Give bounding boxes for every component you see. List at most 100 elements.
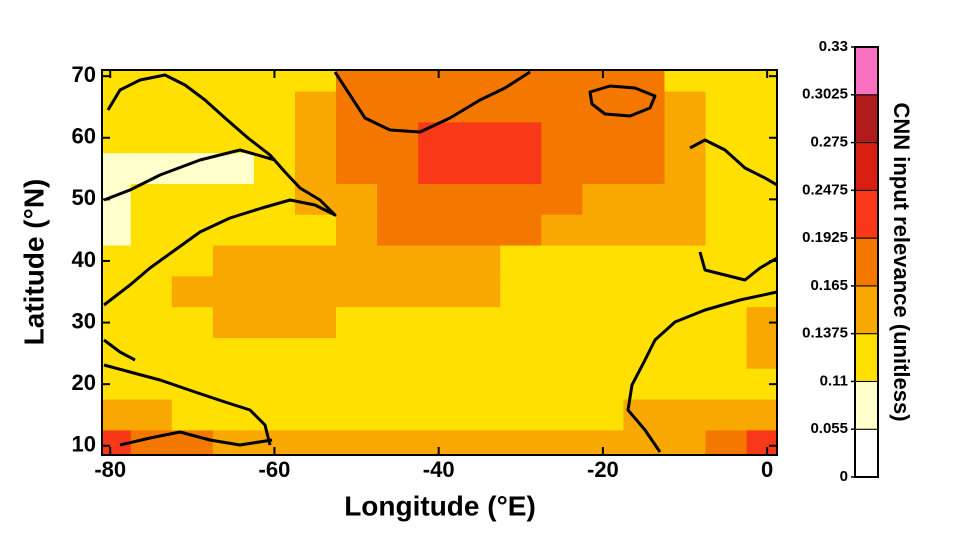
cell (377, 399, 419, 431)
cell (130, 122, 173, 154)
cell (212, 214, 255, 247)
y-axis-label: Latitude (°N) (18, 179, 49, 346)
cell (171, 307, 214, 339)
cell (623, 307, 665, 339)
cell (623, 91, 665, 123)
cell (459, 153, 501, 185)
cell (705, 153, 748, 185)
colorbar-swatch (854, 189, 879, 239)
cell (294, 245, 337, 277)
cell (746, 430, 778, 456)
cell (377, 307, 419, 339)
cell (253, 399, 296, 431)
colorbar-tick-label: 0.2475 (802, 181, 848, 198)
cell (459, 245, 501, 277)
coastline (103, 363, 272, 446)
cell (664, 430, 707, 456)
colorbar-tick-label: 0.1375 (802, 325, 848, 342)
cell (130, 183, 173, 216)
cell (582, 276, 624, 308)
cell (541, 70, 583, 93)
cell (705, 399, 748, 431)
cell (171, 276, 214, 308)
cell (418, 91, 460, 123)
cell (500, 276, 542, 308)
cell (541, 122, 583, 154)
cell (130, 276, 173, 308)
cell (171, 214, 214, 247)
cell (418, 122, 460, 154)
cell (500, 70, 542, 93)
colorbar-tick-label: 0.11 (820, 372, 848, 389)
cell (418, 307, 460, 339)
cell (212, 91, 255, 123)
cell (582, 153, 624, 185)
cell (212, 70, 255, 93)
cell (664, 245, 707, 277)
cell (171, 399, 214, 431)
cell (459, 276, 501, 308)
cell (418, 245, 460, 277)
cell (664, 70, 707, 93)
cell (212, 276, 255, 308)
x-tick-label: -60 (259, 457, 291, 482)
coastline (103, 148, 276, 202)
cell (418, 70, 460, 93)
colorbar-tick-label: 0.3025 (802, 86, 848, 103)
cell (336, 70, 378, 93)
cell (500, 337, 542, 370)
cell (130, 245, 173, 277)
cell (294, 122, 337, 154)
cell (623, 276, 665, 308)
cell (623, 153, 665, 185)
cell (500, 183, 542, 216)
cell (336, 245, 378, 277)
colorbar-tick-label: 0.275 (810, 134, 848, 151)
colorbar-swatch (854, 46, 879, 96)
cell (541, 368, 583, 401)
cell (253, 368, 296, 401)
cell (130, 91, 173, 123)
cell (705, 183, 748, 216)
cell (705, 122, 748, 154)
cell (294, 368, 337, 401)
cell (294, 91, 337, 123)
cell (212, 153, 255, 185)
y-tick-label: 30 (72, 308, 96, 333)
axes: -80 -60 -40 -20 0 10 20 30 40 50 60 70 (72, 62, 777, 482)
cell (102, 70, 132, 93)
colorbar-tick-label: 0.165 (810, 277, 848, 294)
cell (705, 70, 748, 93)
cell (102, 399, 132, 431)
cell (253, 91, 296, 123)
coastlines (103, 70, 778, 453)
colorbar-swatch (854, 142, 879, 191)
cell (664, 214, 707, 247)
x-tick-label: -40 (423, 457, 455, 482)
cell (377, 337, 419, 370)
cell (130, 337, 173, 370)
cell (377, 153, 419, 185)
cell (541, 245, 583, 277)
colorbar-tick-label: 0.055 (810, 420, 848, 437)
cell (541, 153, 583, 185)
cell (130, 214, 173, 247)
cell (541, 214, 583, 247)
cell (171, 183, 214, 216)
cell (377, 245, 419, 277)
cell (623, 214, 665, 247)
cell (130, 307, 173, 339)
coastline (333, 70, 531, 134)
cell (171, 91, 214, 123)
cell (582, 214, 624, 247)
cell (102, 153, 132, 185)
cell (294, 399, 337, 431)
colorbar-swatch (854, 380, 879, 430)
cell (377, 276, 419, 308)
cell (746, 91, 778, 123)
cell (746, 214, 778, 247)
coastline (689, 138, 778, 187)
y-tick-label: 10 (72, 432, 96, 457)
cell (500, 368, 542, 401)
cell (459, 307, 501, 339)
